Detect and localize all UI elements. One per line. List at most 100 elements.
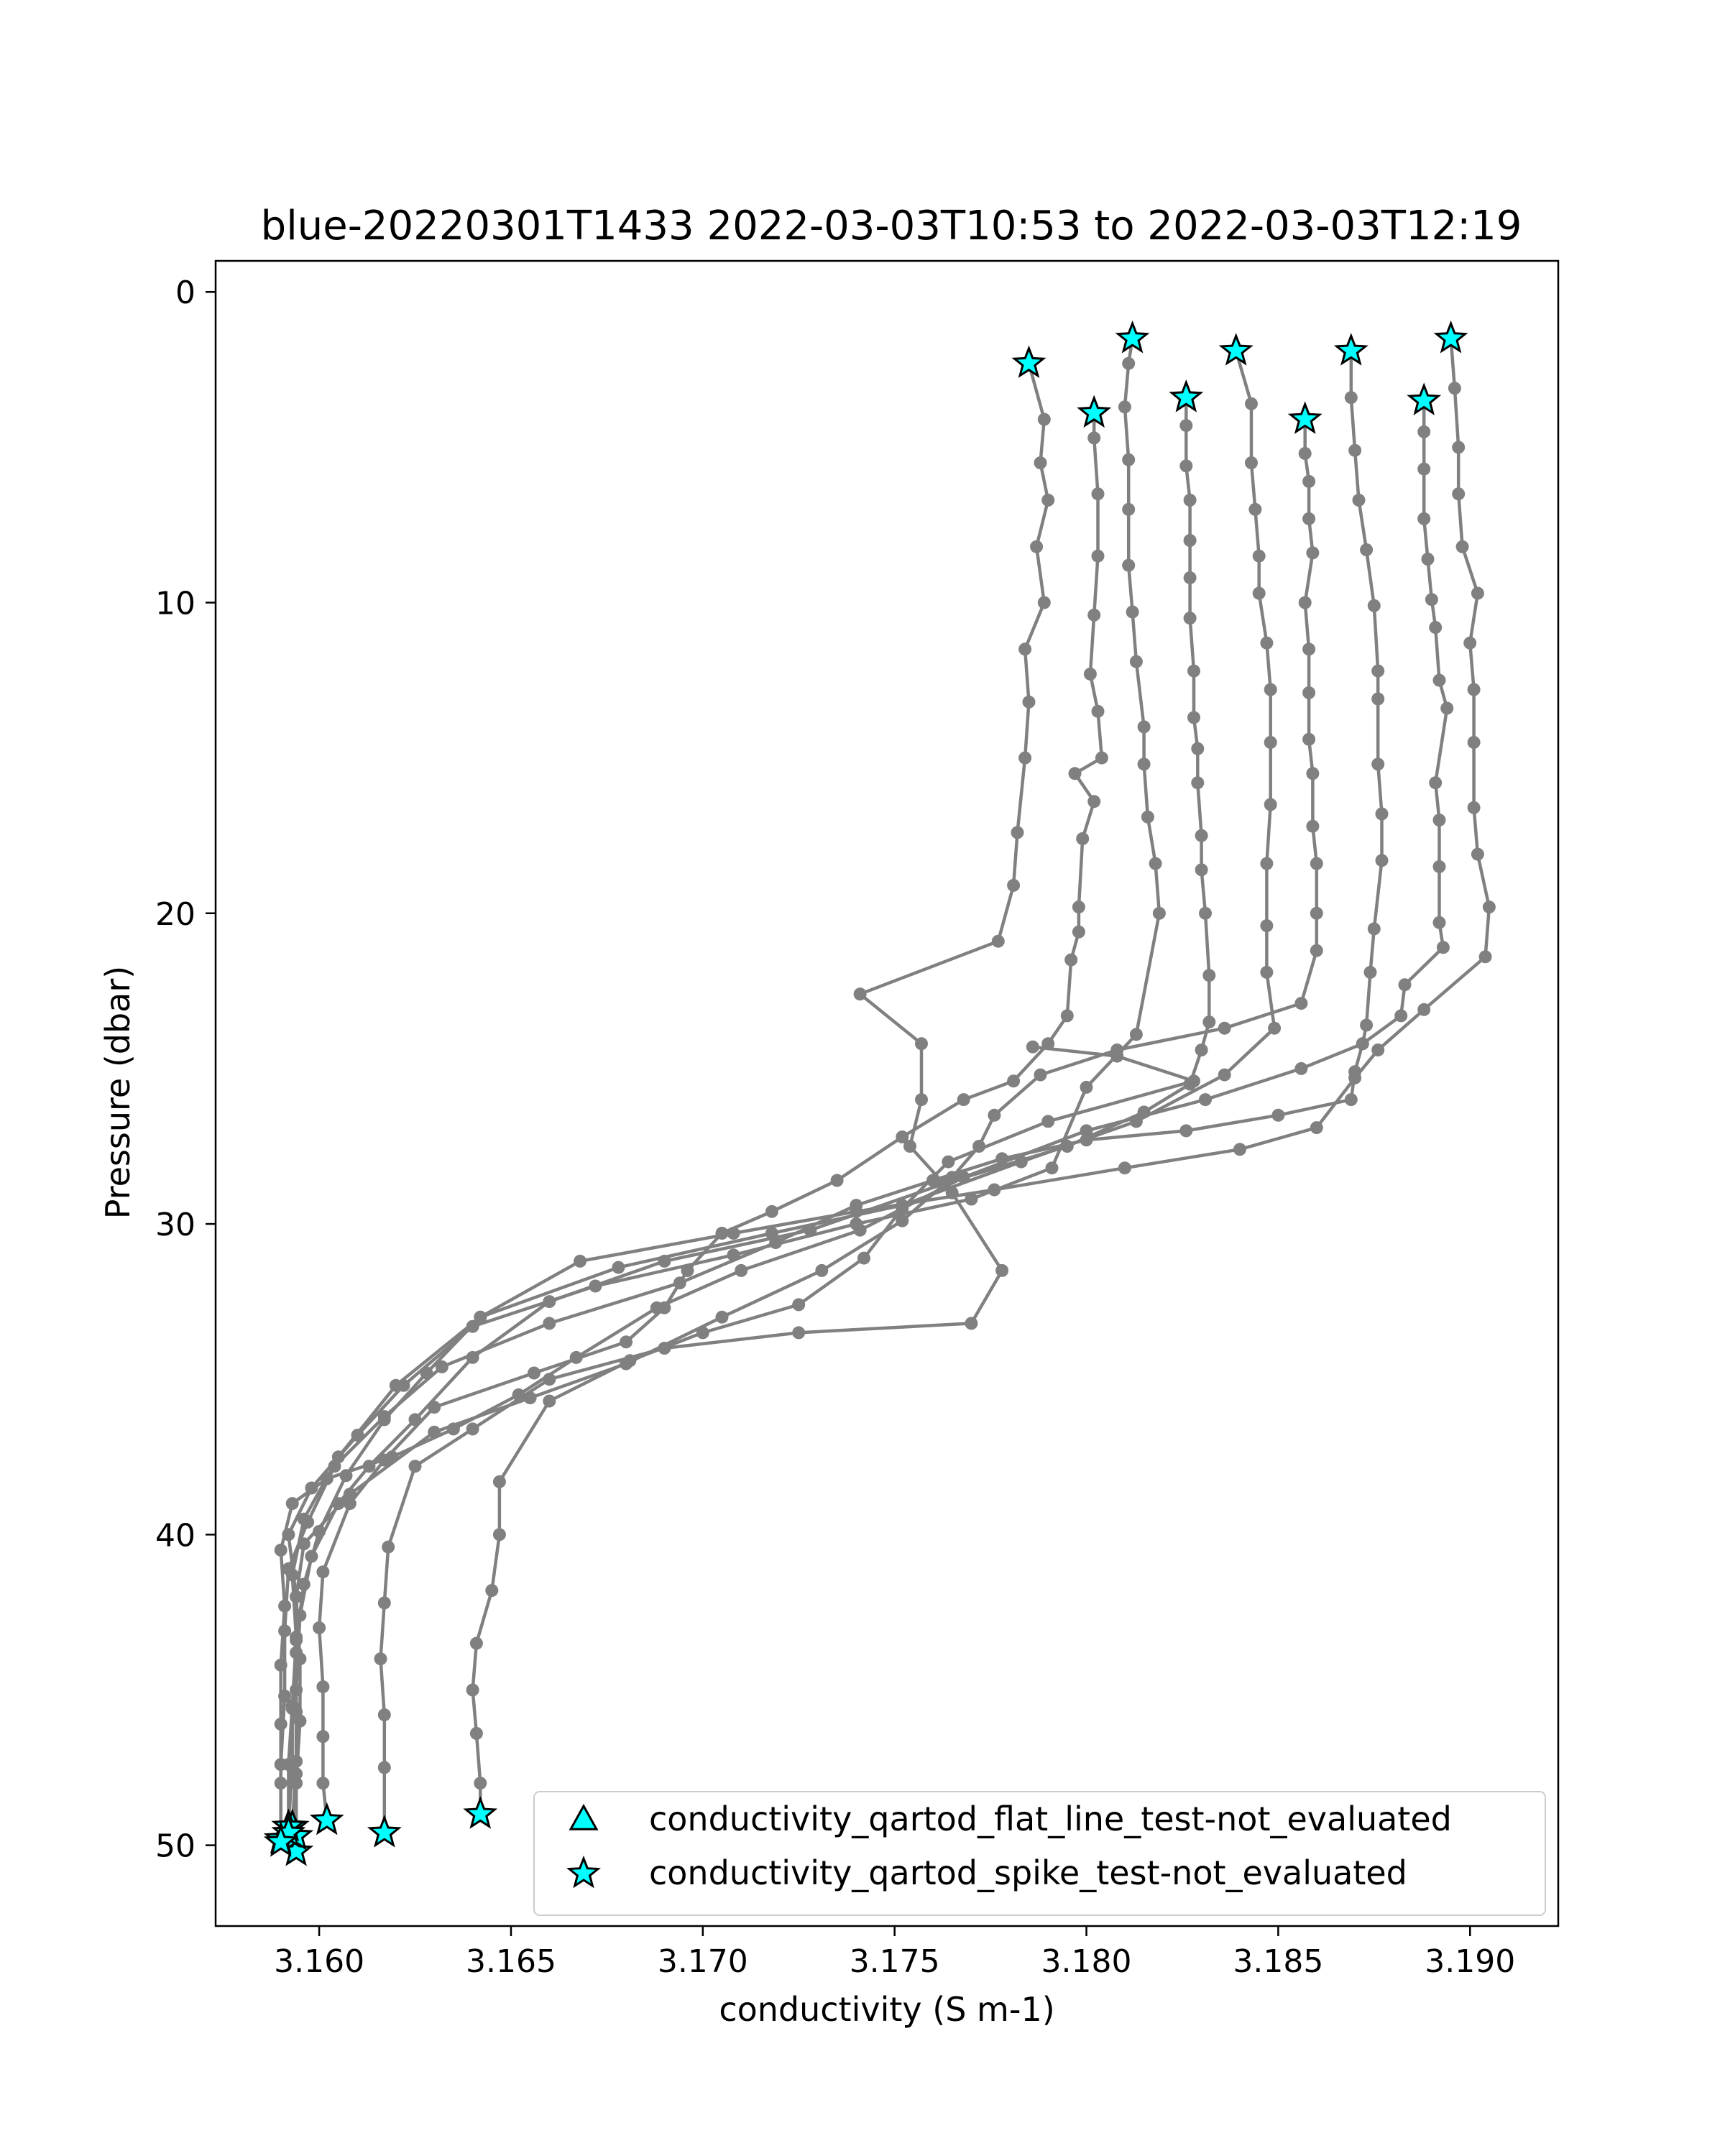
data-point	[1191, 742, 1205, 755]
data-point	[543, 1317, 556, 1330]
data-point	[1218, 1068, 1231, 1082]
data-point	[769, 1236, 783, 1249]
data-point	[328, 1460, 341, 1473]
x-tick-label: 3.175	[850, 1943, 940, 1980]
data-point	[1264, 736, 1277, 749]
legend-entry-flat-line: conductivity_qartod_flat_line_test-not_e…	[649, 1800, 1452, 1838]
spike-test-star-marker	[263, 1824, 298, 1857]
spike-test-star-marker	[367, 1815, 402, 1848]
data-point	[1218, 1021, 1231, 1035]
data-point	[1467, 736, 1481, 749]
data-point	[1294, 1061, 1308, 1075]
data-point	[1248, 502, 1262, 516]
data-point	[1183, 612, 1197, 625]
data-point	[696, 1326, 709, 1340]
data-point	[316, 1777, 330, 1790]
series-3	[282, 332, 1166, 1858]
data-point	[320, 1472, 334, 1485]
data-point	[1471, 847, 1484, 861]
data-point	[965, 1192, 978, 1206]
data-point	[274, 1543, 288, 1557]
x-tick-label: 3.160	[274, 1943, 364, 1980]
data-point	[1252, 549, 1266, 563]
data-point	[316, 1680, 330, 1694]
legend-star-shape	[566, 1855, 601, 1889]
data-point	[1087, 795, 1101, 808]
data-point	[377, 1413, 391, 1427]
data-point	[1467, 683, 1481, 696]
data-point	[1183, 571, 1197, 584]
data-point	[1018, 642, 1032, 656]
star-markers	[263, 320, 1468, 1866]
data-point	[316, 1730, 330, 1743]
data-point	[278, 1599, 292, 1613]
data-point	[377, 1708, 391, 1722]
data-point	[1118, 1161, 1131, 1175]
data-point	[1436, 941, 1450, 954]
spike-test-star-marker	[1115, 320, 1150, 354]
data-point	[492, 1528, 506, 1542]
data-point	[1260, 857, 1274, 870]
data-point	[543, 1295, 556, 1309]
data-point	[1137, 757, 1151, 771]
data-point	[290, 1590, 303, 1603]
data-point	[1080, 1080, 1093, 1094]
data-point	[1271, 1108, 1285, 1122]
data-point	[285, 1497, 299, 1511]
plot-frame	[214, 259, 1560, 1927]
data-point	[274, 1658, 288, 1672]
data-point	[853, 987, 867, 1001]
data-point	[313, 1525, 326, 1538]
data-point	[1356, 1037, 1369, 1051]
data-point	[377, 1596, 391, 1610]
data-point	[1482, 900, 1496, 914]
legend-triangle-marker	[569, 1803, 599, 1830]
legend: conductivity_qartod_flat_line_test-not_e…	[533, 1791, 1546, 1916]
y-tick-label: 30	[155, 1207, 196, 1243]
data-point	[408, 1413, 422, 1427]
data-point	[1348, 1071, 1362, 1084]
data-point	[282, 1758, 295, 1772]
data-point	[1245, 456, 1258, 469]
data-point	[1344, 1093, 1358, 1107]
data-point	[1018, 751, 1032, 765]
data-point	[1417, 1003, 1431, 1016]
data-point	[1091, 704, 1105, 718]
data-point	[1007, 1074, 1021, 1088]
data-point	[1268, 1021, 1282, 1035]
y-tick-label: 50	[155, 1828, 196, 1865]
data-point	[1398, 978, 1412, 992]
data-point	[995, 1263, 1009, 1277]
data-point	[1137, 720, 1151, 734]
data-point	[1195, 863, 1208, 877]
data-point	[466, 1683, 479, 1697]
data-point	[1432, 673, 1446, 687]
x-tick-label: 3.185	[1233, 1943, 1323, 1980]
legend-box	[533, 1791, 1546, 1916]
data-point	[274, 1718, 288, 1731]
data-point	[1452, 487, 1466, 501]
data-point	[420, 1366, 433, 1380]
y-axis-label: Pressure (dbar)	[98, 966, 137, 1219]
data-point	[1080, 1133, 1093, 1147]
data-point	[1455, 540, 1469, 553]
data-point	[1187, 711, 1200, 724]
data-point	[1014, 1155, 1028, 1169]
data-point	[435, 1360, 448, 1373]
data-point	[1306, 767, 1320, 780]
data-point	[623, 1354, 637, 1368]
data-point	[1310, 857, 1323, 870]
x-tick-label: 3.170	[658, 1943, 748, 1980]
data-point	[988, 1183, 1001, 1197]
data-point	[1037, 596, 1051, 609]
series-3-line	[287, 336, 1162, 1853]
data-point	[1087, 431, 1101, 445]
plot-area: 3.160 3.165 3.170 3.175 3.180 3.185 3.190 0 10 2…	[155, 259, 1560, 1980]
data-point	[1041, 1115, 1055, 1128]
data-point	[1360, 543, 1374, 556]
data-point	[1095, 751, 1108, 765]
spike-test-star-marker	[1169, 379, 1204, 413]
y-tick-label: 0	[175, 275, 196, 311]
data-point	[1367, 922, 1381, 936]
data-point	[1064, 953, 1078, 967]
